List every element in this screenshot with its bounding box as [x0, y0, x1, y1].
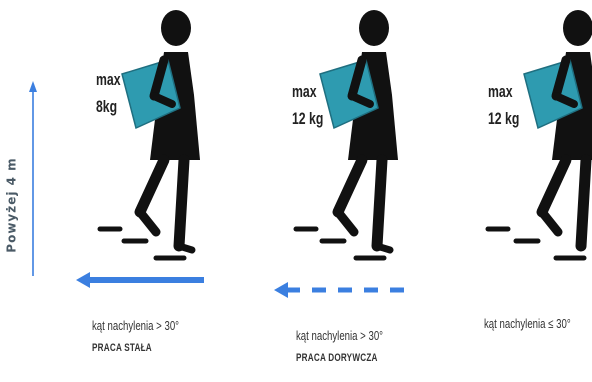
worker-carrying-box-figure-2 [293, 10, 398, 261]
dashed-left-arrow-icon [274, 282, 404, 298]
load-max-text: max [292, 82, 317, 101]
load-value-text: 12 kg [488, 109, 520, 128]
height-label-text: Powyżej 4 m [5, 157, 19, 253]
angle-text: kąt nachylenia > 30° [92, 318, 180, 333]
solid-left-arrow-icon [76, 272, 204, 288]
load-label-3: max 12 kg [488, 78, 519, 132]
load-max-text: max [96, 70, 121, 89]
load-max-text: max [488, 82, 513, 101]
load-label-1: max 8kg [96, 66, 121, 120]
load-value-text: 8kg [96, 97, 118, 116]
height-label: Powyżej 4 m [2, 130, 22, 280]
worker-carrying-box-figure-1 [97, 10, 200, 261]
caption-3: kąt nachylenia ≤ 30° [484, 316, 571, 332]
angle-text: kąt nachylenia ≤ 30° [484, 316, 571, 331]
caption-1: kąt nachylenia > 30° PRACA STAŁA [92, 318, 179, 356]
work-type-text: PRACA DORYWCZA [296, 352, 378, 364]
angle-text: kąt nachylenia > 30° [296, 328, 384, 343]
vertical-arrow-icon [29, 81, 37, 276]
work-type-text: PRACA STAŁA [92, 342, 152, 354]
load-value-text: 12 kg [292, 109, 324, 128]
load-label-2: max 12 kg [292, 78, 323, 132]
worker-carrying-box-figure-3 [485, 10, 592, 261]
caption-2: kąt nachylenia > 30° PRACA DORYWCZA [296, 328, 383, 366]
